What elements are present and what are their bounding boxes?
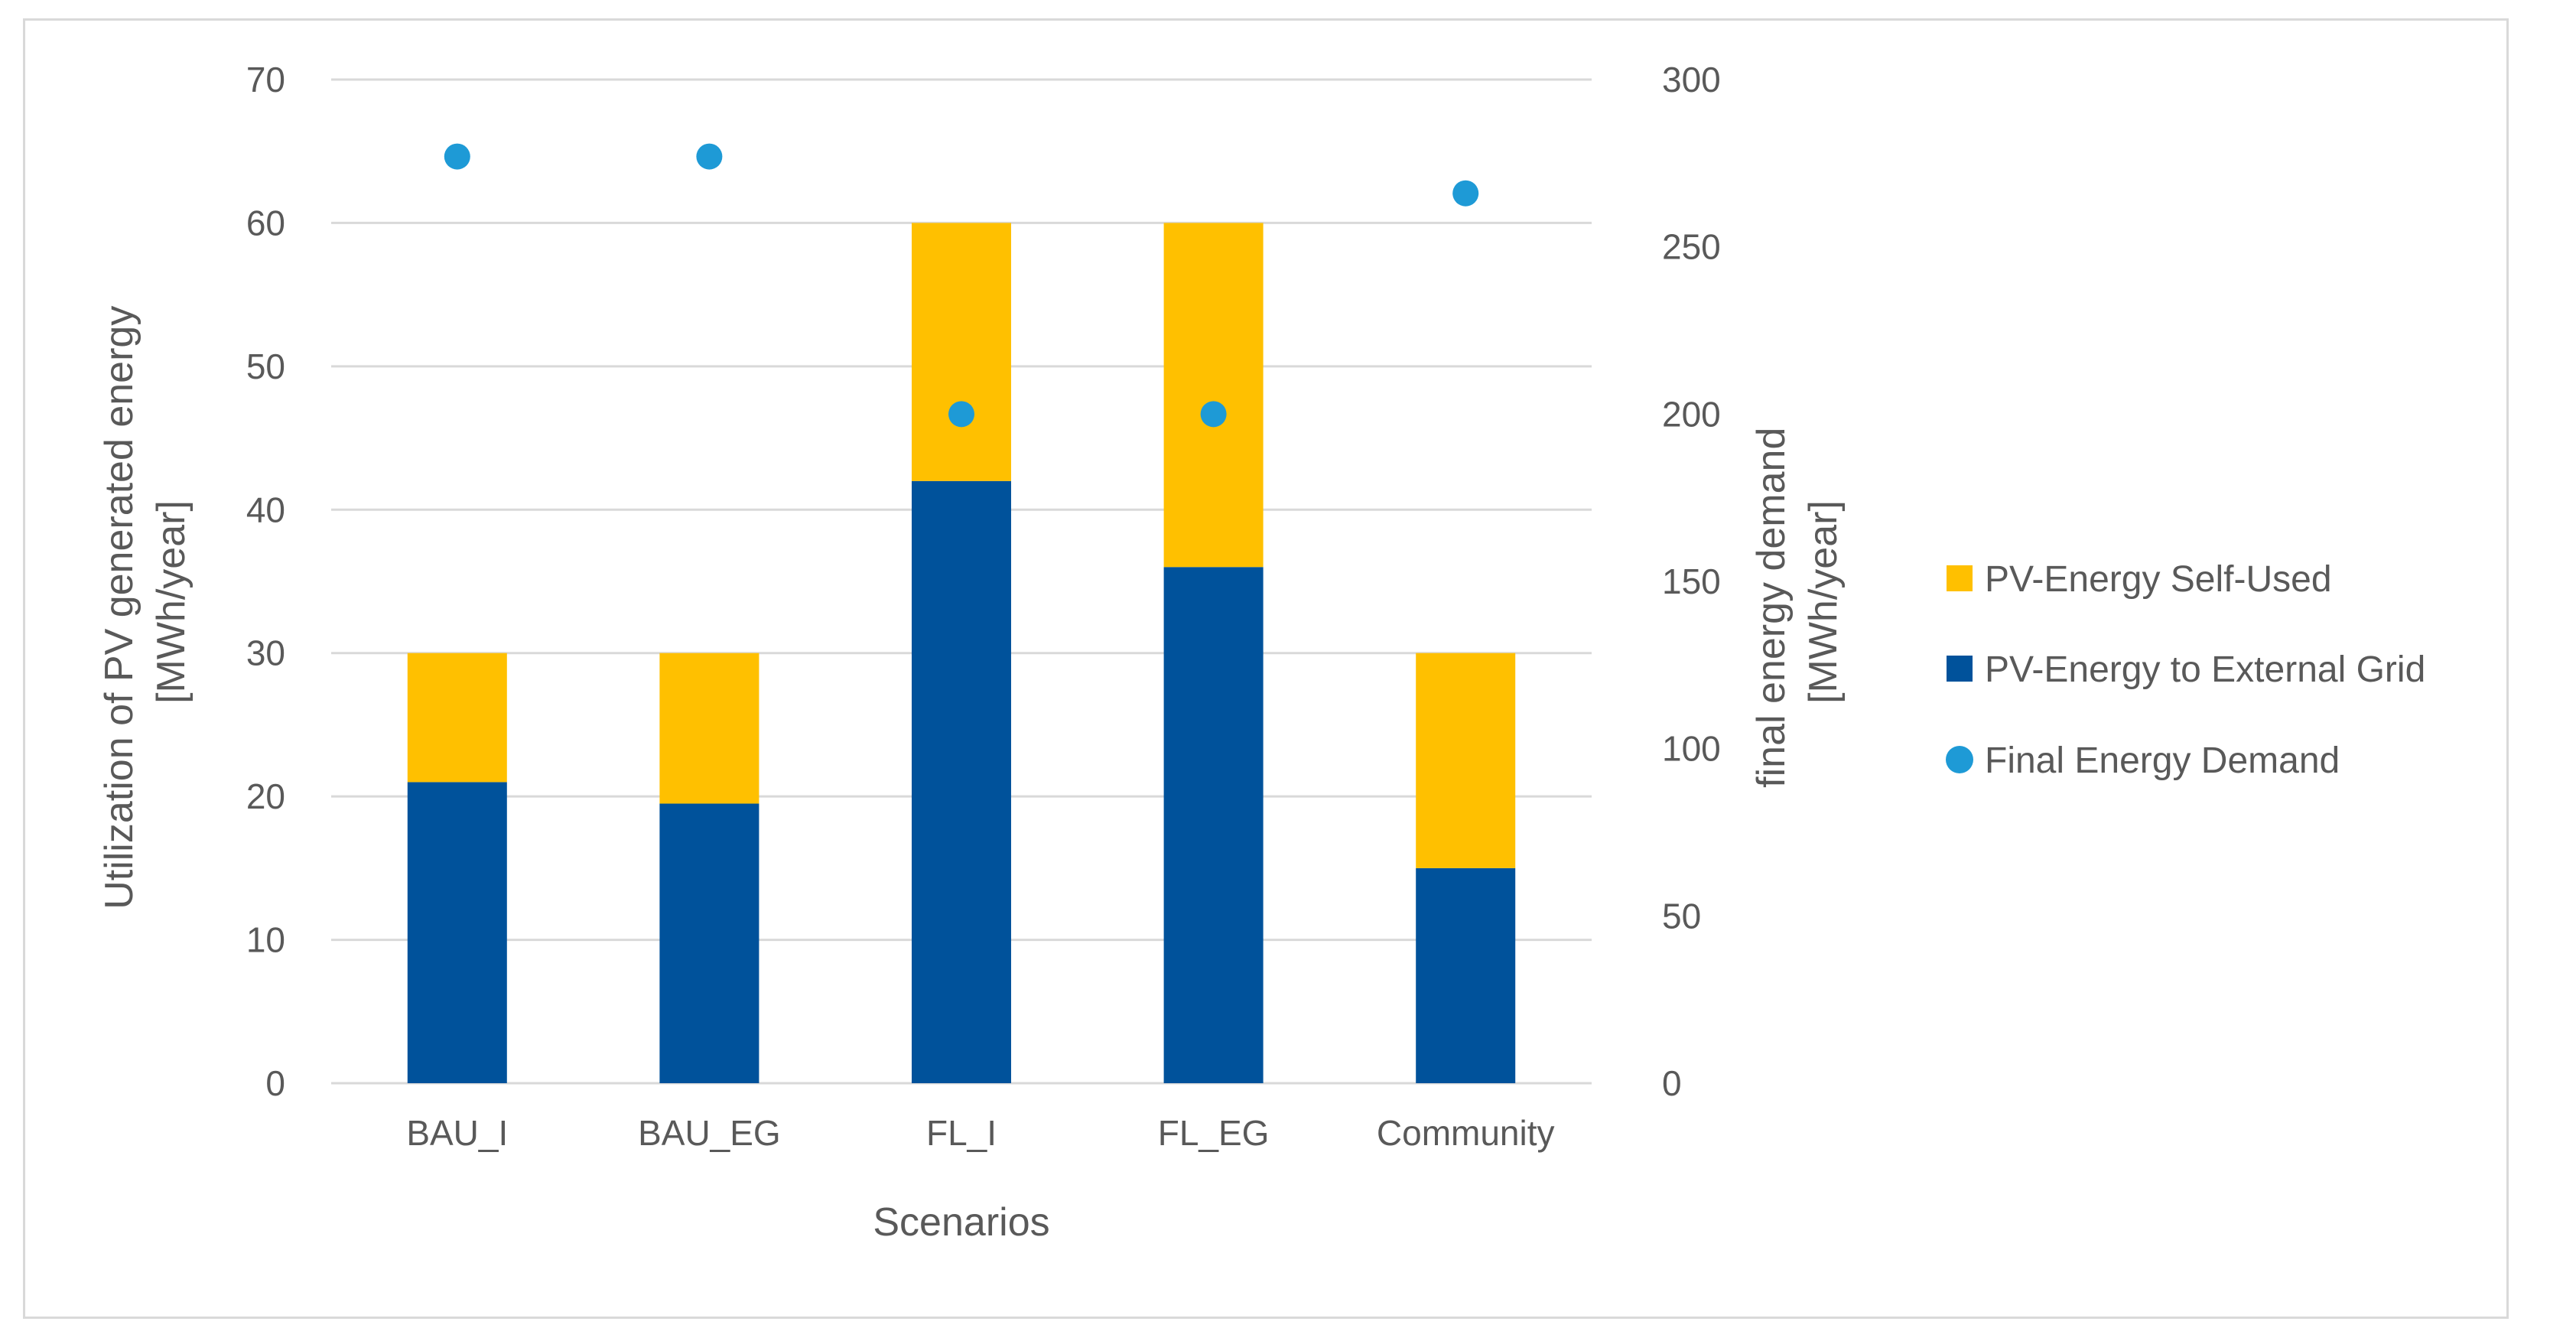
legend-swatch-self-used — [1947, 565, 1973, 591]
x-tick-label-FL_EG: FL_EG — [1158, 1113, 1270, 1153]
y-tick-label-20: 20 — [246, 776, 285, 816]
point-final-demand-BAU_I — [444, 143, 470, 170]
x-tick-label-BAU_I: BAU_I — [406, 1113, 508, 1153]
y-tick-label-10: 10 — [246, 920, 285, 960]
y2-tick-label-150: 150 — [1662, 561, 1721, 601]
legend-item-external-grid: PV-Energy to External Grid — [1947, 649, 2425, 690]
scatter-series — [444, 143, 1479, 428]
y2-axis-title-line-2: [MWh/year] — [1801, 500, 1846, 704]
bar-FL_I-self-used — [912, 223, 1011, 481]
bar-Community-self-used — [1416, 653, 1516, 868]
y-axis-title: Utilization of PV generated energy [MWh/… — [97, 295, 194, 910]
y2-tick-label-200: 200 — [1662, 394, 1721, 434]
y-tick-label-0: 0 — [265, 1063, 285, 1103]
y2-axis-title: final energy demand [MWh/year] — [1749, 416, 1846, 788]
y2-axis-title-line-1: final energy demand — [1749, 428, 1794, 788]
legend: PV-Energy Self-Used PV-Energy to Externa… — [1946, 559, 2425, 781]
chart-frame: 0 10 20 30 40 50 60 70 0 50 100 150 200 250 300 BAU_I… — [23, 18, 2509, 1319]
bar-BAU_I-self-used — [407, 653, 507, 783]
x-tick-label-FL_I: FL_I — [926, 1113, 997, 1153]
point-final-demand-FL_I — [948, 401, 974, 428]
point-final-demand-Community — [1452, 180, 1479, 207]
y-tick-label-60: 60 — [246, 203, 285, 242]
bar-BAU_I-external-grid — [407, 782, 507, 1083]
y-axis-title-line-1: Utilization of PV generated energy — [97, 306, 141, 910]
bar-series — [407, 223, 1516, 1083]
legend-swatch-external-grid — [1947, 656, 1973, 682]
x-axis-ticks: BAU_I BAU_EG FL_I FL_EG Community — [406, 1113, 1554, 1153]
y-tick-label-40: 40 — [246, 490, 285, 529]
bar-BAU_EG-self-used — [659, 653, 759, 804]
y2-tick-label-100: 100 — [1662, 729, 1721, 769]
y2-tick-label-250: 250 — [1662, 227, 1721, 267]
point-final-demand-BAU_EG — [696, 143, 723, 170]
legend-item-final-demand: Final Energy Demand — [1946, 740, 2340, 781]
point-final-demand-FL_EG — [1200, 401, 1227, 428]
bar-BAU_EG-external-grid — [659, 803, 759, 1083]
y2-tick-label-50: 50 — [1662, 896, 1701, 936]
x-axis-title: Scenarios — [873, 1200, 1049, 1245]
legend-marker-final-demand — [1946, 746, 1973, 773]
chart-plot: 0 10 20 30 40 50 60 70 0 50 100 150 200 250 300 BAU_I… — [97, 60, 2425, 1245]
bar-FL_EG-self-used — [1163, 223, 1264, 568]
x-tick-label-BAU_EG: BAU_EG — [638, 1113, 781, 1153]
y2-tick-label-0: 0 — [1662, 1063, 1682, 1103]
y-tick-label-70: 70 — [246, 60, 285, 99]
legend-label-self-used: PV-Energy Self-Used — [1985, 559, 2332, 600]
y-axis-ticks: 0 10 20 30 40 50 60 70 — [246, 60, 285, 1103]
x-tick-label-Community: Community — [1377, 1113, 1555, 1153]
bar-FL_EG-external-grid — [1163, 567, 1264, 1083]
bar-FL_I-external-grid — [912, 480, 1011, 1083]
y-axis-title-line-2: [MWh/year] — [149, 500, 194, 704]
y-tick-label-50: 50 — [246, 347, 285, 386]
y-tick-label-30: 30 — [246, 633, 285, 673]
legend-item-self-used: PV-Energy Self-Used — [1947, 559, 2332, 600]
legend-label-final-demand: Final Energy Demand — [1985, 740, 2340, 781]
legend-label-external-grid: PV-Energy to External Grid — [1985, 649, 2425, 690]
y2-tick-label-300: 300 — [1662, 60, 1721, 99]
y2-axis-ticks: 0 50 100 150 200 250 300 — [1662, 60, 1721, 1103]
bar-Community-external-grid — [1416, 867, 1516, 1083]
